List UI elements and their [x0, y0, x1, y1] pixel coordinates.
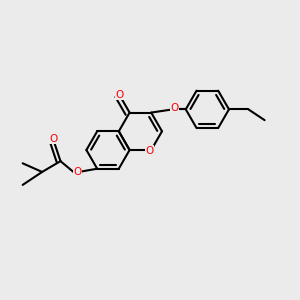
- Text: O: O: [115, 90, 124, 100]
- Text: O: O: [50, 134, 58, 144]
- Text: O: O: [170, 103, 178, 113]
- Text: O: O: [146, 146, 154, 156]
- Text: O: O: [73, 167, 82, 177]
